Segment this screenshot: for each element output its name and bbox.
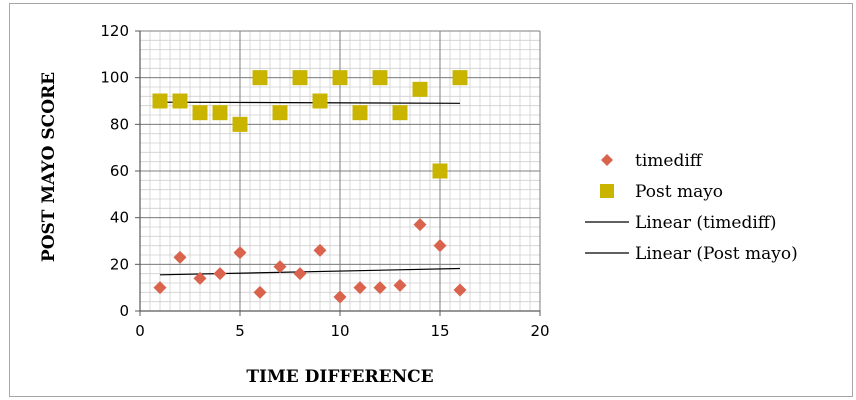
trendline [159, 267, 461, 276]
timediff-point [453, 283, 467, 297]
tick-labels: 0 5 10 15 20 0 20 40 60 80 100 120 [100, 22, 549, 340]
legend-label: Linear (Post mayo) [635, 244, 798, 264]
x-axis-title: TIME DIFFERENCE [246, 367, 433, 387]
timediff-point [273, 260, 287, 274]
legend-label: Post mayo [635, 182, 723, 202]
post-mayo-point [392, 105, 408, 121]
timediff-point [173, 250, 187, 264]
post-mayo-point [432, 163, 448, 179]
y-tick-label: 100 [100, 69, 129, 87]
timediff-point [313, 243, 327, 257]
post-mayo-point [452, 70, 468, 86]
x-tick-label: 15 [430, 322, 449, 340]
trendlines [159, 101, 461, 276]
y-axis-title: POST MAYO SCORE [39, 72, 59, 262]
timediff-point [193, 271, 207, 285]
timediff-point [153, 281, 167, 295]
x-tick-label: 10 [330, 322, 349, 340]
legend-key-timediff [601, 154, 613, 166]
post-mayo-point [352, 105, 368, 121]
trendline [159, 101, 461, 104]
x-tick-label: 0 [135, 322, 145, 340]
post-mayo-point [372, 70, 388, 86]
post-mayo-point [152, 93, 168, 109]
timediff-point [433, 239, 447, 253]
timediff-point [373, 281, 387, 295]
post-mayo-point [192, 105, 208, 121]
y-tick-label: 40 [110, 209, 129, 227]
x-tick-label: 20 [530, 322, 549, 340]
legend: timediff Post mayo Linear (timediff) Linear… [585, 151, 798, 264]
data-points [152, 70, 468, 304]
x-tick-label: 5 [235, 322, 245, 340]
y-tick-label: 20 [110, 255, 129, 273]
y-tick-label: 0 [119, 302, 129, 320]
post-mayo-point [272, 105, 288, 121]
timediff-point [413, 218, 427, 232]
timediff-point [293, 267, 307, 281]
y-tick-label: 80 [110, 115, 129, 133]
axes [135, 30, 541, 316]
y-tick-label: 60 [110, 162, 129, 180]
post-mayo-point [212, 105, 228, 121]
legend-label: Linear (timediff) [635, 213, 777, 233]
post-mayo-point [292, 70, 308, 86]
timediff-point [393, 278, 407, 292]
legend-key-post-mayo [600, 184, 614, 198]
post-mayo-point [412, 81, 428, 97]
timediff-point [333, 290, 347, 304]
y-tick-label: 120 [100, 22, 129, 40]
post-mayo-point [172, 93, 188, 109]
post-mayo-point [232, 116, 248, 132]
timediff-point [253, 285, 267, 299]
timediff-point [213, 267, 227, 281]
post-mayo-point [312, 93, 328, 109]
legend-label: timediff [635, 151, 704, 171]
post-mayo-point [332, 70, 348, 86]
chart-frame: 0 5 10 15 20 0 20 40 60 80 100 120 POST MAYO SCORE … [9, 3, 853, 397]
post-mayo-point [252, 70, 268, 86]
timediff-point [233, 246, 247, 260]
timediff-point [353, 281, 367, 295]
